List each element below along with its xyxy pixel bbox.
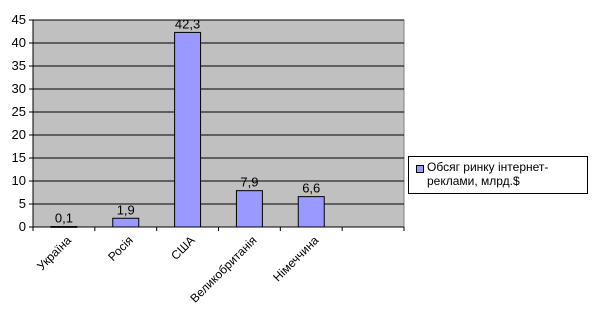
x-category-label: Великобританія <box>187 233 259 305</box>
plot-area <box>32 19 405 228</box>
y-tick-label: 0 <box>19 219 26 234</box>
y-axis: 0 5 10 15 20 25 30 35 40 45 <box>12 12 34 234</box>
x-category-label: Німеччина <box>270 233 321 284</box>
y-tick-label: 15 <box>12 150 26 165</box>
y-tick-label: 45 <box>12 12 26 27</box>
gridlines <box>33 19 404 205</box>
bar <box>112 217 140 228</box>
data-label: 1,9 <box>117 202 135 217</box>
data-labels: 0,1 1,9 42,3 7,9 6,6 <box>55 16 320 225</box>
y-tick-label: 35 <box>12 58 26 73</box>
bars <box>50 31 325 228</box>
data-label: 7,9 <box>240 175 258 190</box>
data-label: 42,3 <box>175 16 200 31</box>
x-category-label: Росія <box>105 233 136 264</box>
bar <box>174 31 202 228</box>
legend-label: Обсяг ринку інтернет-реклами, млрд.$ <box>427 160 549 188</box>
legend-swatch <box>416 165 424 173</box>
bar <box>297 196 325 228</box>
y-tick-label: 10 <box>12 173 26 188</box>
x-category-label: США <box>168 233 197 262</box>
y-tick-label: 25 <box>12 104 26 119</box>
bar <box>235 190 263 228</box>
data-label: 0,1 <box>55 211 73 226</box>
legend: Обсяг ринку інтернет-реклами, млрд.$ <box>408 156 588 194</box>
y-tick-label: 30 <box>12 81 26 96</box>
data-label: 6,6 <box>302 181 320 196</box>
x-category-label: Україна <box>34 233 74 273</box>
bar <box>50 226 78 228</box>
y-tick-label: 5 <box>19 196 26 211</box>
y-tick-label: 20 <box>12 127 26 142</box>
y-tick-label: 40 <box>12 35 26 50</box>
